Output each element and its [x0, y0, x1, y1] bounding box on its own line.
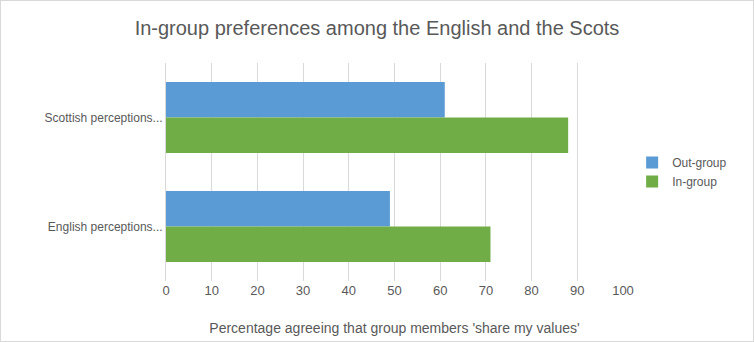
svg-text:30: 30 [296, 283, 310, 298]
svg-text:Scottish perceptions...: Scottish perceptions... [45, 111, 163, 125]
svg-text:100: 100 [612, 283, 634, 298]
svg-text:20: 20 [250, 283, 264, 298]
svg-text:70: 70 [479, 283, 493, 298]
svg-text:10: 10 [204, 283, 218, 298]
svg-text:50: 50 [387, 283, 401, 298]
svg-text:In-group preferences among the: In-group preferences among the English a… [135, 17, 620, 39]
svg-text:English perceptions...: English perceptions... [48, 220, 163, 234]
svg-text:0: 0 [162, 283, 169, 298]
svg-text:60: 60 [433, 283, 447, 298]
svg-text:80: 80 [524, 283, 538, 298]
svg-text:90: 90 [570, 283, 584, 298]
svg-text:Out-group: Out-group [672, 156, 726, 170]
svg-text:In-group: In-group [672, 175, 717, 189]
svg-text:40: 40 [342, 283, 356, 298]
svg-text:Percentage agreeing that group: Percentage agreeing that group members '… [209, 320, 579, 336]
